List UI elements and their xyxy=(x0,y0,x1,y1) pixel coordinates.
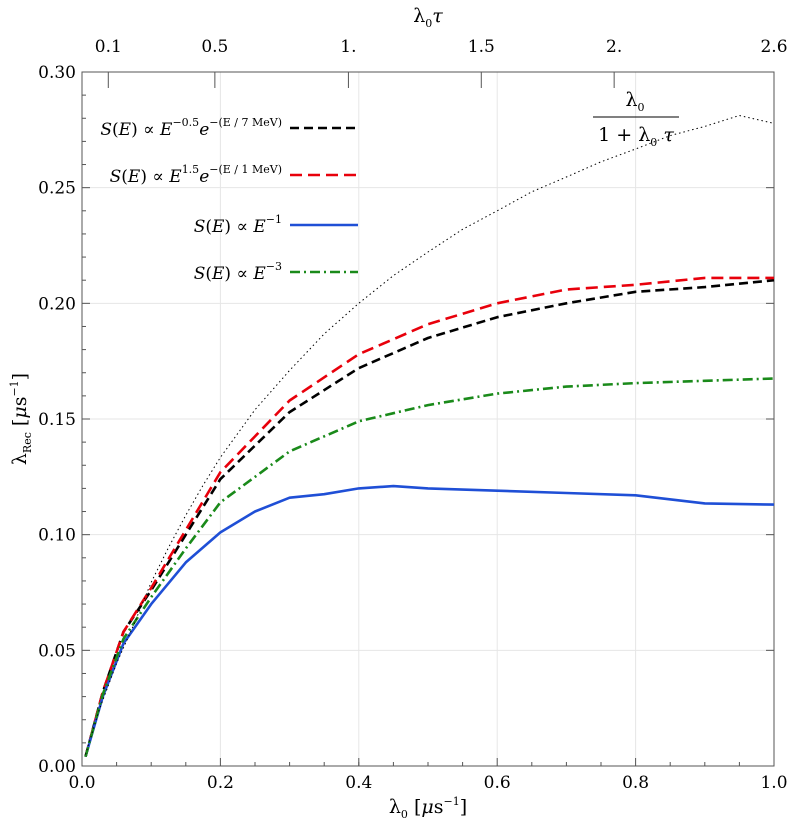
y-tick-label: 0.25 xyxy=(38,179,76,199)
legend-label-e-1: S(E) ∝ E−1 xyxy=(194,213,282,237)
y-tick-label: 0.05 xyxy=(38,641,76,661)
legend-label-exp1: S(E) ∝ E1.5e−(E / 1 MeV) xyxy=(110,163,282,187)
x-tick-label: 0.0 xyxy=(68,773,95,793)
x-tick-label: 0.4 xyxy=(345,773,372,793)
series-line-0 xyxy=(84,278,775,758)
x-tick-label: 0.6 xyxy=(484,773,511,793)
curve-annotation: λ0 1 + λ0 τ xyxy=(593,89,679,149)
top-axis-title: λ0τ xyxy=(413,5,443,30)
x-axis-title: λ0 [μs−1] xyxy=(389,795,467,821)
legend-label-exp7: S(E) ∝ E−0.5e−(E / 7 MeV) xyxy=(100,116,282,140)
y-axis-title: λRec [μs−1] xyxy=(8,373,34,465)
tick-marks xyxy=(81,71,775,767)
series-lines xyxy=(84,115,775,758)
x-tick-label: 1.0 xyxy=(760,773,787,793)
series-line-1 xyxy=(84,276,774,758)
x-tick-label: 0.2 xyxy=(207,773,234,793)
top-tick-label: 0.5 xyxy=(201,37,228,57)
y-tick-label: 0.20 xyxy=(38,294,76,314)
annotation-denominator: 1 + λ0 τ xyxy=(598,124,674,149)
top-tick-label: 2. xyxy=(606,37,622,57)
grid-lines xyxy=(81,71,775,767)
legend-swatches xyxy=(290,126,358,274)
y-tick-label: 0.30 xyxy=(38,63,76,83)
x-tick-label: 0.8 xyxy=(622,773,649,793)
annotation-numerator: λ0 xyxy=(625,89,644,114)
top-tick-label: 0.1 xyxy=(95,37,122,57)
y-tick-label: 0.00 xyxy=(38,757,76,777)
tick-labels: 0.0 0.2 0.4 0.6 0.8 1.0 0.00 0.05 0.10 0.15 0.20 0.… xyxy=(38,37,787,793)
top-tick-label: 2.6 xyxy=(760,37,787,57)
top-tick-label: 1.5 xyxy=(468,37,495,57)
legend: S(E) ∝ E−0.5e−(E / 7 MeV) S(E) ∝ E1.5e−(… xyxy=(100,116,282,284)
top-tick-label: 1. xyxy=(340,37,356,57)
legend-label-e-3: S(E) ∝ E−3 xyxy=(194,260,282,284)
series-line-4 xyxy=(85,115,775,755)
series-line-3 xyxy=(84,377,775,758)
y-tick-label: 0.15 xyxy=(38,410,76,430)
series-line-2 xyxy=(84,484,775,758)
y-tick-label: 0.10 xyxy=(38,526,76,546)
